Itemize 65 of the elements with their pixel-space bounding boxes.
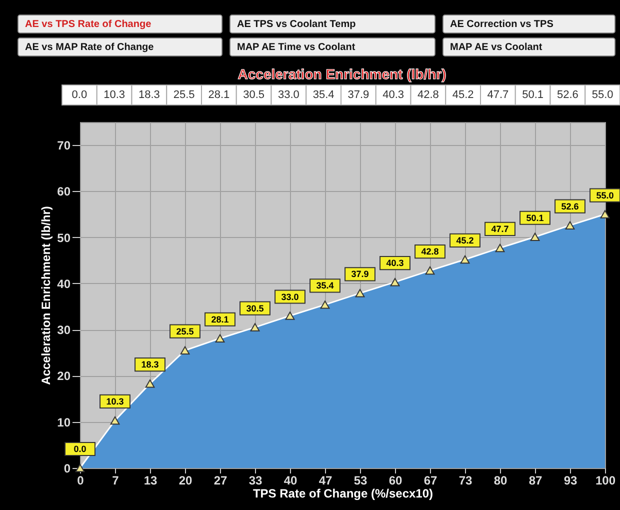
data-label: 18.3 xyxy=(138,89,160,101)
x-tick-label: 47 xyxy=(318,474,332,488)
data-label: 45.2 xyxy=(452,89,474,101)
x-tick-label: 13 xyxy=(144,474,158,488)
data-label: 10.3 xyxy=(104,89,126,101)
data-label: 35.4 xyxy=(312,89,334,101)
x-tick-label: 60 xyxy=(388,474,402,488)
text: 55.0 xyxy=(596,190,614,200)
data-label: 0.0 xyxy=(72,89,88,101)
text: 25.5 xyxy=(176,326,194,336)
data-label: 52.6 xyxy=(556,89,578,101)
data-label: 37.9 xyxy=(348,89,370,101)
text: MAP AE vs Coolant xyxy=(450,42,543,53)
x-tick-label: 33 xyxy=(248,474,262,488)
text: 35.4 xyxy=(316,280,334,291)
text: AE vs MAP Rate of Change xyxy=(25,42,154,53)
text: 0.0 xyxy=(74,444,86,454)
x-axis-title: TPS Rate of Change (%/secx10) xyxy=(252,486,434,500)
text: 47.7 xyxy=(491,224,509,234)
x-tick-label: 67 xyxy=(424,474,438,488)
text: 40.3 xyxy=(386,258,404,268)
y-axis-title: Acceleration Enrichment (lb/hr) xyxy=(39,206,54,385)
x-tick-label: 7 xyxy=(112,474,120,488)
y-tick-label: 20 xyxy=(57,369,71,384)
y-tick-label: 10 xyxy=(57,415,71,430)
x-tick-label: 100 xyxy=(595,474,616,488)
data-label: 50.1 xyxy=(522,89,544,101)
text: 37.9 xyxy=(351,269,369,280)
text: 28.1 xyxy=(211,314,229,324)
text: 30.5 xyxy=(246,303,264,314)
x-tick-label: 0 xyxy=(77,474,84,488)
data-label: 42.8 xyxy=(417,89,439,101)
y-tick-label: 60 xyxy=(57,184,71,199)
text: 18.3 xyxy=(141,360,159,370)
text: 42.8 xyxy=(421,246,439,257)
chart-title: Acceleration Enrichment (lb/hr) xyxy=(238,66,446,82)
text: 50.1 xyxy=(526,212,544,223)
data-label: 47.7 xyxy=(487,89,509,101)
data-label: 28.1 xyxy=(208,89,230,101)
y-tick-label: 50 xyxy=(57,230,71,245)
x-tick-label: 20 xyxy=(178,474,192,488)
text: 33.0 xyxy=(281,292,299,302)
text: AE TPS vs Coolant Temp xyxy=(237,19,356,30)
text: AE vs TPS Rate of Change xyxy=(25,19,152,30)
x-tick-label: 40 xyxy=(284,474,298,488)
text: MAP AE Time vs Coolant xyxy=(237,42,356,53)
text: 52.6 xyxy=(561,201,579,212)
data-label: 40.3 xyxy=(382,89,404,101)
text: 10.3 xyxy=(106,396,124,406)
x-tick-label: 73 xyxy=(458,474,472,488)
y-tick-label: 70 xyxy=(57,138,71,153)
x-tick-label: 80 xyxy=(494,474,508,488)
y-tick-label: 40 xyxy=(57,276,71,291)
x-tick-label: 93 xyxy=(564,474,578,488)
y-tick-label: 0 xyxy=(64,462,71,476)
data-label: 33.0 xyxy=(278,89,300,101)
x-tick-label: 53 xyxy=(354,474,368,488)
text: 45.2 xyxy=(456,235,474,246)
data-label: 25.5 xyxy=(173,89,195,101)
x-tick-label: 27 xyxy=(214,474,228,488)
y-tick-label: 30 xyxy=(57,323,71,338)
data-label: 55.0 xyxy=(592,89,614,101)
data-label: 30.5 xyxy=(243,89,265,101)
text: AE Correction vs TPS xyxy=(450,19,554,30)
x-tick-label: 87 xyxy=(528,474,542,488)
